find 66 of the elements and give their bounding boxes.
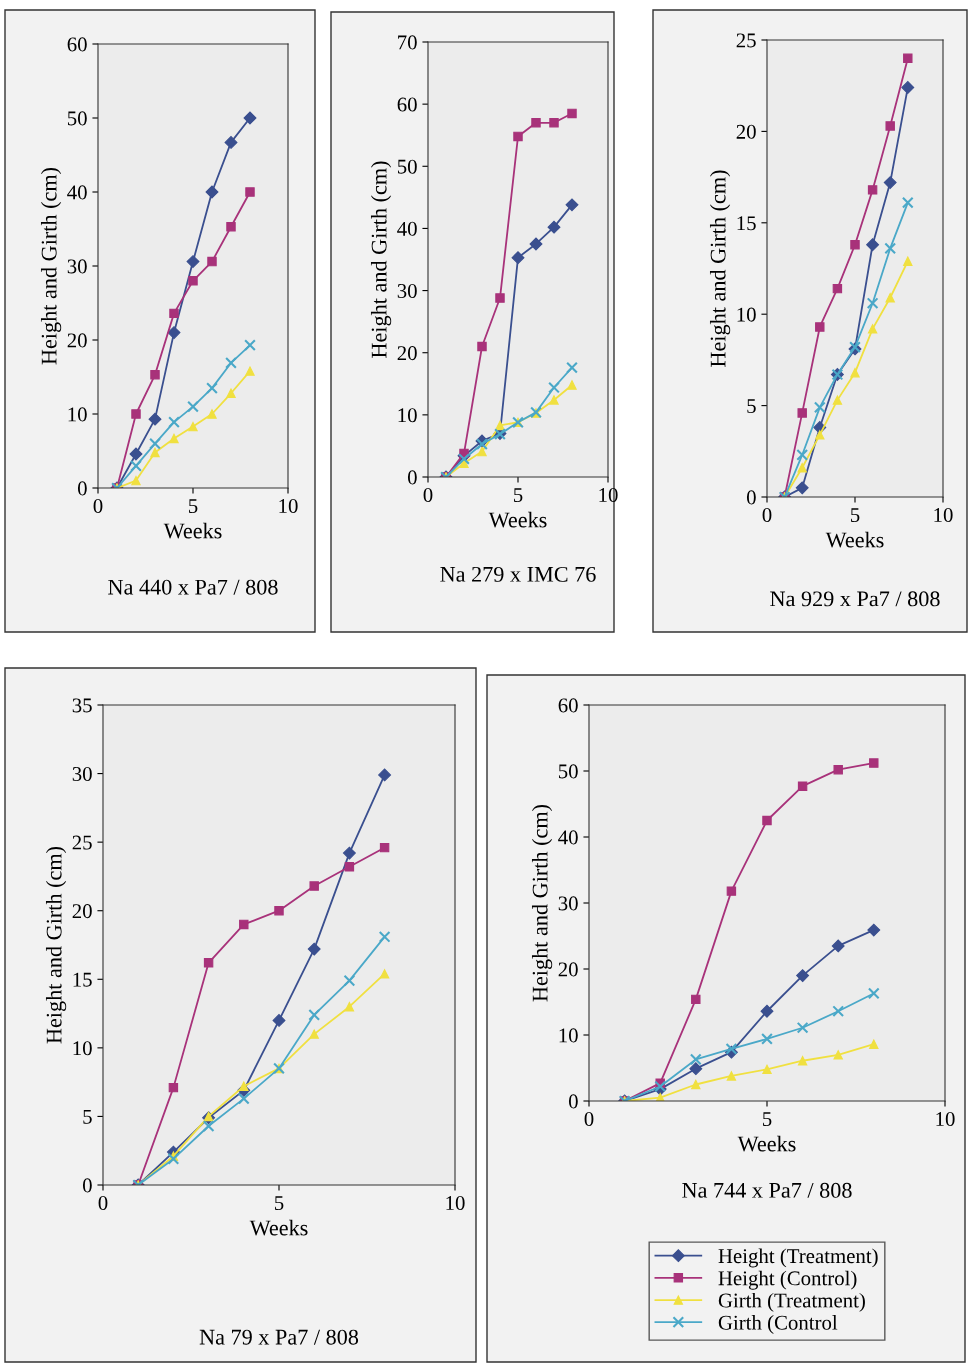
x-tick-label: 0 [423,488,433,503]
text: Na 279 x IMC 76 [440,566,596,582]
y-axis-title: Height and Girth (cm) [709,170,731,367]
x-tick-label: 0 [762,508,772,523]
x-tick-label: 10 [279,499,298,514]
y-tick-label: 35 [72,698,92,713]
text: Na 440 x Pa7 / 808 [108,579,278,595]
y-tick-label: 60 [558,698,578,713]
y-axis-title: Height and Girth (cm) [45,846,67,1044]
x-tick-label: 5 [275,1196,284,1211]
legend-label: Height (Treatment) [718,1248,878,1268]
y-tick-label: 20 [67,333,87,348]
y-axis-title: Height and Girth (cm) [531,804,553,1002]
y-tick-label: 10 [737,307,756,322]
y-tick-label: 20 [736,124,756,139]
x-tick-label: 5 [763,1112,772,1127]
y-tick-label: 30 [67,259,87,274]
y-tick-label: 20 [397,346,417,361]
y-tick-label: 0 [407,470,417,485]
y-tick-label: 70 [398,35,417,50]
x-axis-title: Weeks [249,1219,308,1236]
y-axis-title: Height and Girth (cm) [370,161,392,358]
y-tick-label: 40 [67,185,87,200]
y-tick-label: 10 [68,407,87,422]
y-tick-label: 5 [747,399,756,414]
x-axis-title: Weeks [737,1135,796,1152]
text: Na 79 x Pa7 / 808 [199,1329,359,1345]
y-tick-label: 10 [559,1028,578,1043]
y-tick-label: 15 [737,216,756,231]
legend-label: Girth (Treatment) [718,1292,865,1312]
y-tick-label: 0 [568,1094,578,1109]
y-tick-label: 20 [72,904,92,919]
y-tick-label: 50 [558,764,578,779]
x-tick-label: 0 [98,1196,108,1211]
y-tick-label: 40 [558,830,578,845]
y-tick-label: 20 [558,962,578,977]
x-tick-label: 0 [93,499,103,514]
text: Na 744 x Pa7 / 808 [682,1182,852,1198]
x-tick-label: 5 [189,499,198,514]
x-axis-title: Weeks [825,531,884,548]
legend-label: Girth (Control [718,1315,838,1334]
y-tick-label: 10 [398,408,417,423]
x-tick-label: 5 [514,488,523,503]
y-tick-label: 60 [67,37,87,52]
y-axis-title: Height and Girth (cm) [40,167,62,365]
x-tick-label: 0 [584,1112,594,1127]
y-tick-label: 30 [558,896,578,911]
x-axis-title: Weeks [163,522,222,539]
y-tick-label: 25 [72,835,92,850]
y-tick-label: 30 [397,283,417,298]
legend-label: Height (Control) [718,1270,857,1290]
y-tick-label: 25 [736,33,756,48]
y-tick-label: 0 [82,1178,92,1193]
y-tick-label: 30 [72,766,92,781]
y-tick-label: 50 [397,159,417,174]
y-tick-label: 40 [397,221,417,236]
y-tick-label: 60 [397,97,417,112]
y-tick-label: 10 [73,1041,92,1056]
y-tick-label: 50 [67,111,87,126]
x-tick-label: 10 [936,1112,955,1127]
x-tick-label: 10 [446,1196,465,1211]
text: Na 929 x Pa7 / 808 [770,591,940,607]
x-tick-label: 5 [851,508,860,523]
x-axis-title: Weeks [488,511,547,528]
y-tick-label: 15 [73,972,92,987]
x-tick-label: 10 [934,508,953,523]
